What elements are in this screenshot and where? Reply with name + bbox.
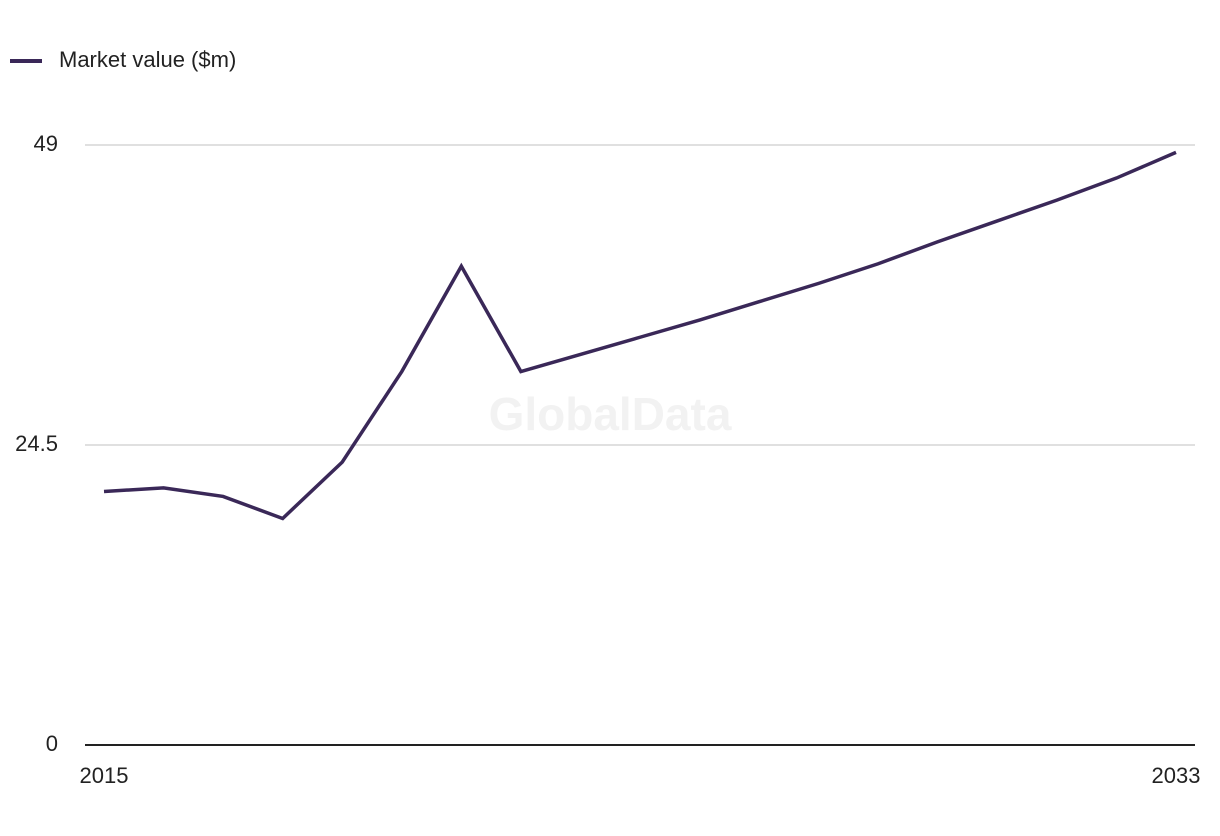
watermark: GlobalData [489, 388, 732, 440]
line [103, 150, 1177, 521]
x-tick-label: 2015 [80, 763, 129, 788]
y-tick-label: 49 [34, 131, 58, 156]
legend-label: Market value ($m) [59, 47, 236, 72]
y-tick-label: 0 [46, 731, 58, 756]
y-tick-label: 24.5 [15, 431, 58, 456]
x-tick-label: 2033 [1152, 763, 1201, 788]
